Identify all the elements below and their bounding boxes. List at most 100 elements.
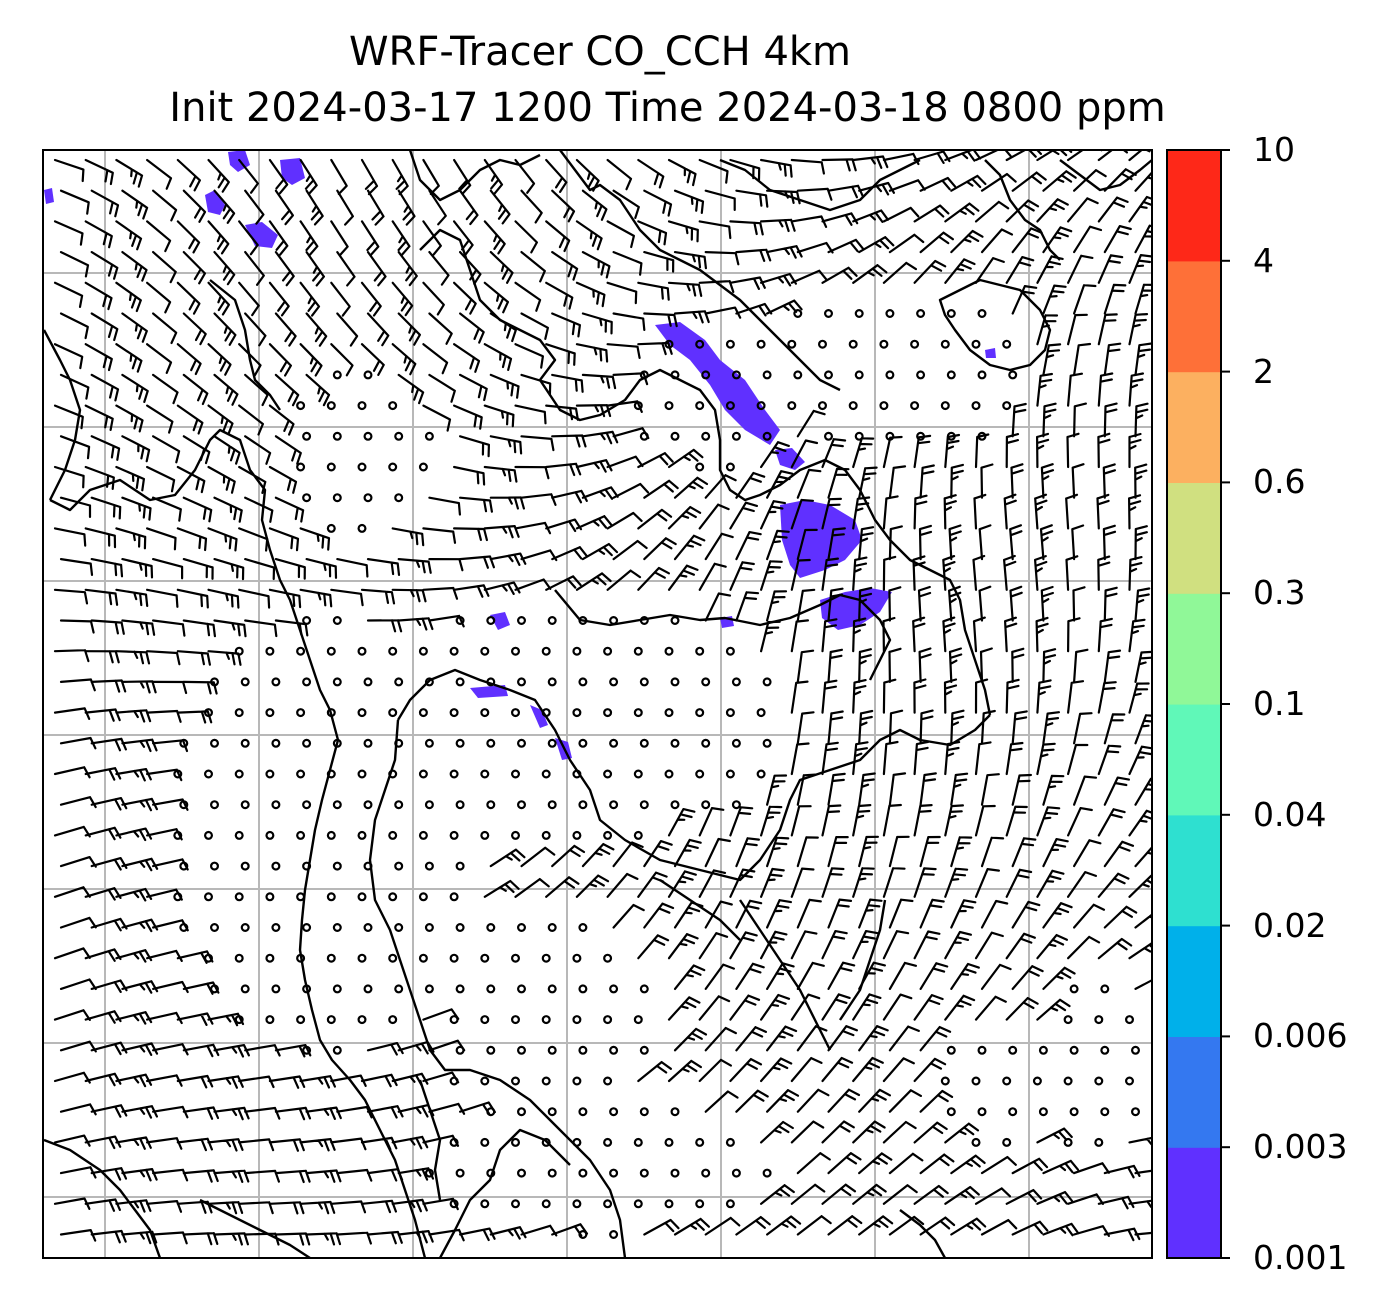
calm-wind-marker — [756, 339, 766, 349]
calm-wind-marker — [418, 892, 428, 902]
wind-barb — [918, 647, 932, 683]
wind-barb — [336, 189, 354, 226]
wind-barb — [766, 899, 792, 929]
wind-barb — [882, 495, 899, 530]
wind-barb — [207, 220, 230, 255]
wind-barb — [667, 933, 699, 960]
wind-barb — [790, 867, 815, 898]
colorbar-tick-label: 0.001 — [1253, 1238, 1348, 1277]
wind-barb — [980, 173, 1017, 192]
calm-wind-marker — [639, 370, 649, 380]
calm-wind-marker — [486, 738, 496, 748]
calm-wind-marker — [609, 1168, 619, 1178]
wind-barb — [950, 1154, 986, 1175]
wind-barb — [115, 709, 152, 723]
wind-barb — [1042, 1222, 1080, 1237]
wind-barb — [974, 1187, 1012, 1205]
tracer-patch — [44, 188, 54, 204]
coastline — [368, 719, 627, 1258]
wind-barb — [821, 618, 838, 653]
wind-barb — [207, 1012, 245, 1027]
calm-wind-marker — [332, 370, 342, 380]
wind-barb — [1011, 1157, 1049, 1175]
wind-barb — [391, 343, 417, 376]
wind-barb — [944, 867, 969, 898]
wind-barb — [790, 619, 809, 653]
calm-wind-marker — [210, 922, 220, 932]
calm-wind-marker — [603, 830, 613, 840]
wind-barb — [90, 496, 122, 520]
wind-barb — [913, 1121, 948, 1144]
wind-barb — [979, 647, 993, 683]
calm-wind-marker — [695, 708, 705, 718]
calm-wind-marker — [547, 738, 557, 748]
wind-barb — [796, 711, 815, 745]
wind-barb — [1102, 524, 1117, 561]
wind-barb — [176, 343, 202, 376]
wind-barb — [1042, 284, 1067, 315]
wind-barb — [84, 220, 113, 249]
calm-wind-marker — [449, 708, 459, 718]
wind-barb — [1011, 227, 1043, 254]
wind-barb — [1067, 743, 1089, 776]
wind-barb — [575, 343, 609, 363]
wind-barb — [84, 650, 120, 664]
calm-wind-marker — [326, 523, 336, 533]
wind-barb — [1003, 493, 1017, 530]
wind-barb — [919, 1216, 956, 1236]
calm-wind-marker — [449, 646, 459, 656]
calm-wind-marker — [725, 401, 735, 411]
wind-barb — [1097, 372, 1114, 407]
wind-barb — [1035, 616, 1049, 653]
colorbar-segment — [1167, 1036, 1221, 1148]
wind-barb — [1040, 463, 1055, 499]
wind-barb — [1103, 402, 1118, 438]
wind-barb — [336, 312, 359, 347]
wind-barb — [612, 482, 650, 499]
calm-wind-marker — [234, 708, 244, 718]
calm-wind-marker — [946, 309, 956, 319]
calm-wind-marker — [609, 738, 619, 748]
calm-wind-marker — [302, 984, 312, 994]
wind-barb — [978, 585, 992, 622]
calm-wind-marker — [210, 677, 220, 687]
wind-barb — [575, 281, 606, 308]
colorbar-segment — [1167, 260, 1221, 373]
wind-barb — [182, 312, 207, 346]
wind-barb — [667, 506, 702, 530]
wind-barb — [483, 525, 520, 539]
calm-wind-marker — [480, 1199, 490, 1209]
wind-barb — [1103, 342, 1122, 376]
wind-barb — [735, 837, 760, 868]
wind-barb — [950, 962, 980, 990]
wind-barb — [1005, 150, 1042, 162]
wind-barb — [858, 1025, 889, 1052]
calm-wind-marker — [572, 646, 582, 656]
calm-wind-marker — [516, 738, 526, 748]
calm-wind-marker — [204, 953, 214, 963]
wind-barb — [1003, 554, 1017, 591]
wind-barb — [1128, 432, 1142, 469]
wind-barb — [643, 479, 679, 499]
wind-barb — [882, 930, 910, 960]
calm-wind-marker — [664, 401, 674, 411]
calm-wind-marker — [762, 677, 772, 687]
wind-barb — [182, 1106, 220, 1120]
wind-barb — [59, 619, 95, 634]
wind-barb — [1103, 283, 1127, 315]
wind-barb — [238, 465, 267, 494]
colorbar-tick-label: 0.6 — [1253, 462, 1306, 502]
calm-wind-marker — [326, 953, 336, 963]
wind-barb — [821, 867, 845, 898]
wind-barb — [612, 903, 645, 929]
wind-barb — [366, 619, 403, 633]
wind-barb — [1036, 372, 1053, 407]
wind-barb — [336, 558, 369, 578]
tracer-concentration-field — [44, 150, 996, 760]
wind-barb — [84, 281, 113, 311]
wind-barb — [790, 930, 818, 960]
wind-barb — [453, 220, 474, 256]
wind-barb — [575, 158, 600, 192]
calm-wind-marker — [357, 892, 367, 902]
calm-wind-marker — [240, 984, 250, 994]
